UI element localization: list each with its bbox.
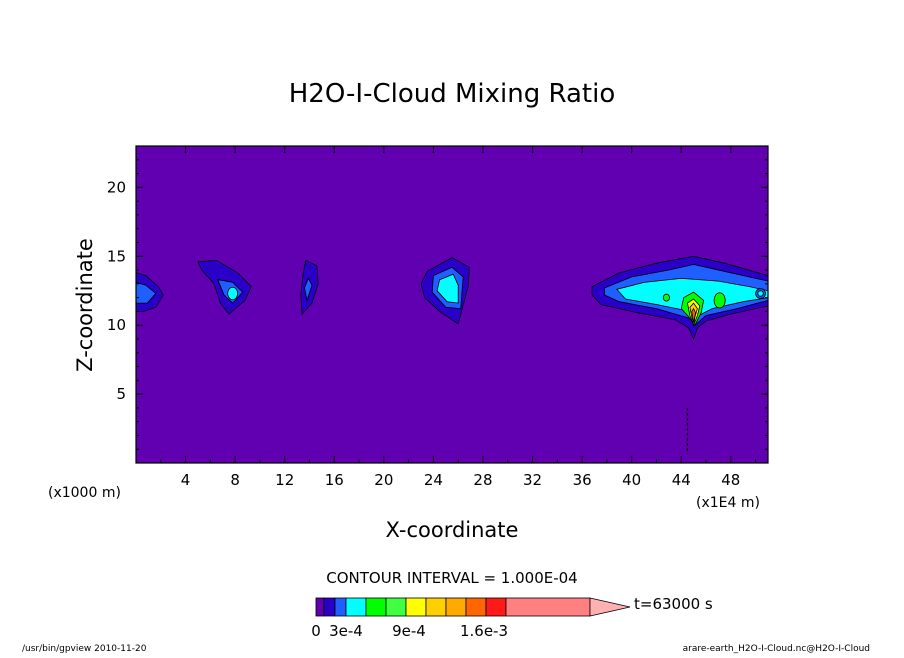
contour-interval-label: CONTOUR INTERVAL = 1.000E-04 bbox=[326, 569, 577, 587]
colorbar-label: 1.6e-3 bbox=[460, 622, 508, 640]
colorbar-swatch bbox=[465, 597, 487, 617]
x-axis-title: X-coordinate bbox=[386, 518, 519, 542]
chart-title: H2O-I-Cloud Mixing Ratio bbox=[289, 79, 616, 109]
cloud-45-edge-core bbox=[757, 290, 764, 297]
colorbar-swatch bbox=[345, 597, 367, 617]
footer-left: /usr/bin/gpview 2010-11-20 bbox=[22, 644, 147, 654]
cloud-45-green-right bbox=[713, 292, 726, 309]
colorbar-swatch bbox=[385, 597, 407, 617]
x-tick-label: 32 bbox=[523, 471, 542, 489]
colorbar-swatch bbox=[365, 597, 387, 617]
x-tick-label: 20 bbox=[374, 471, 393, 489]
colorbar-swatch bbox=[405, 597, 427, 617]
x-tick-label: 24 bbox=[424, 471, 443, 489]
footer-right: arare-earth_H2O-I-Cloud.nc@H2O-I-Cloud bbox=[683, 644, 870, 654]
y-tick-label: 15 bbox=[107, 247, 126, 265]
cloud-45-red bbox=[691, 307, 696, 323]
colorbar bbox=[315, 597, 631, 617]
colorbar-swatch bbox=[485, 597, 507, 617]
x-tick-label: 16 bbox=[325, 471, 344, 489]
y-axis: 5 10 15 20 bbox=[107, 159, 768, 450]
colorbar-swatch bbox=[334, 597, 347, 617]
y-unit-label: (x1000 m) bbox=[48, 485, 121, 501]
x-tick-label: 28 bbox=[473, 471, 492, 489]
x-unit-label: (x1E4 m) bbox=[696, 495, 760, 511]
y-tick-label: 5 bbox=[116, 385, 126, 403]
x-tick-label: 48 bbox=[721, 471, 740, 489]
y-tick-label: 10 bbox=[107, 316, 126, 334]
colorbar-swatch bbox=[425, 597, 447, 617]
x-axis: 4 8 12 16 20 24 28 32 36 40 44 48 bbox=[160, 146, 757, 489]
plot-area bbox=[135, 145, 769, 464]
cloud-45-green-small bbox=[662, 293, 670, 302]
colorbar-swatch bbox=[505, 597, 591, 617]
colorbar-label: 9e-4 bbox=[392, 622, 426, 640]
colorbar-label: 3e-4 bbox=[329, 622, 363, 640]
colorbar-swatch bbox=[315, 597, 325, 617]
x-tick-label: 44 bbox=[672, 471, 691, 489]
contour-layer bbox=[135, 255, 769, 454]
y-axis-title: Z-coordinate bbox=[73, 238, 97, 372]
x-tick-label: 36 bbox=[573, 471, 592, 489]
cloud-25-core bbox=[436, 273, 459, 304]
colorbar-arrow bbox=[589, 597, 631, 617]
plot-frame bbox=[135, 145, 769, 464]
colorbar-swatch bbox=[323, 597, 336, 617]
y-tick-label: 20 bbox=[107, 178, 126, 196]
x-tick-label: 12 bbox=[275, 471, 294, 489]
x-tick-label: 4 bbox=[181, 471, 191, 489]
time-label: t=63000 s bbox=[634, 595, 713, 613]
x-tick-label: 40 bbox=[622, 471, 641, 489]
cloud-8-core bbox=[227, 286, 239, 301]
colorbar-swatch bbox=[445, 597, 467, 617]
colorbar-label: 0 bbox=[311, 622, 321, 640]
colorbar-labels: 0 3e-4 9e-4 1.6e-3 bbox=[311, 622, 508, 640]
x-tick-label: 8 bbox=[230, 471, 240, 489]
cloud-14-inner bbox=[304, 277, 313, 302]
